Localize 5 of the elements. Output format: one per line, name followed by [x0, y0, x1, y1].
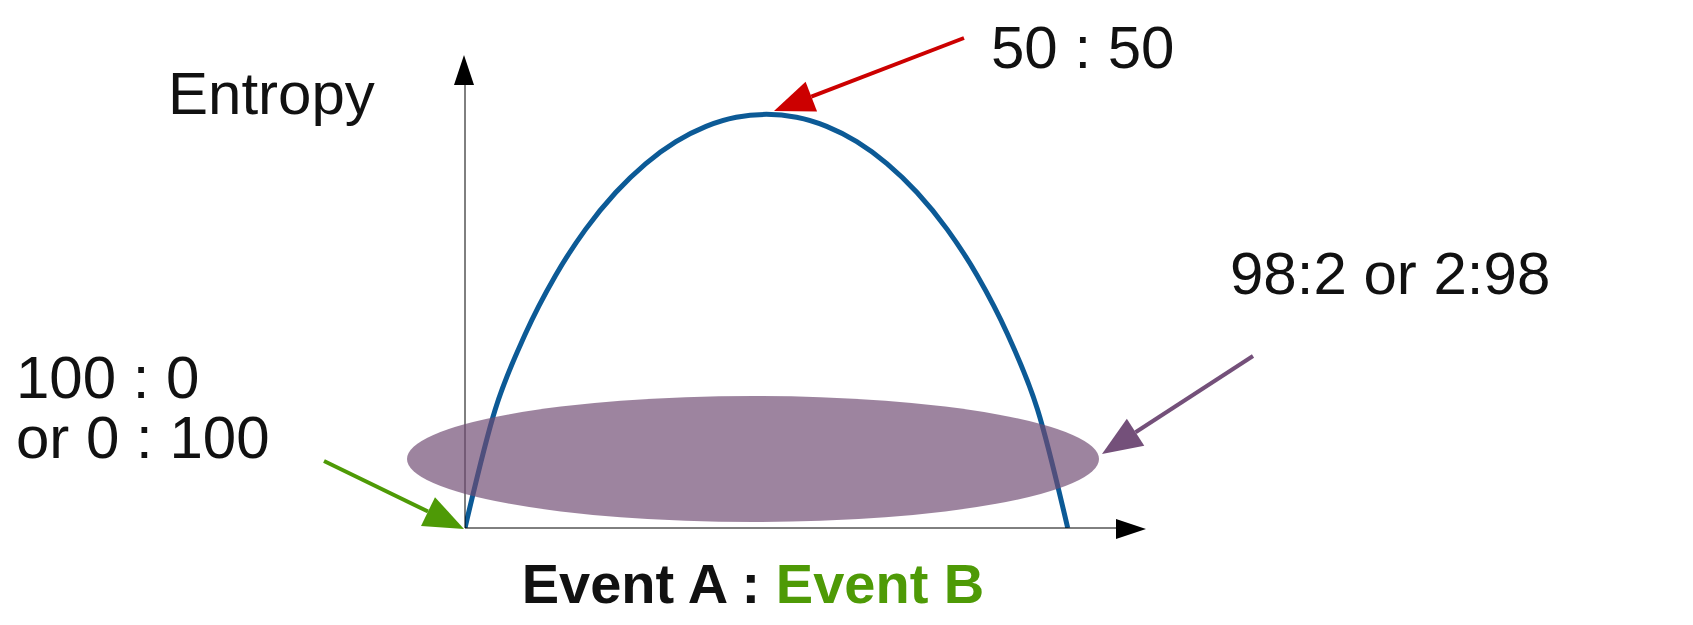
text: 50 : 50	[991, 14, 1175, 81]
text: 98:2 or 2:98	[1230, 240, 1551, 307]
x-axis-title: Event A : Event B	[521, 552, 985, 615]
text: 100 : 0 or 0 : 100	[16, 344, 270, 471]
y-axis-title: Entropy	[168, 60, 375, 127]
